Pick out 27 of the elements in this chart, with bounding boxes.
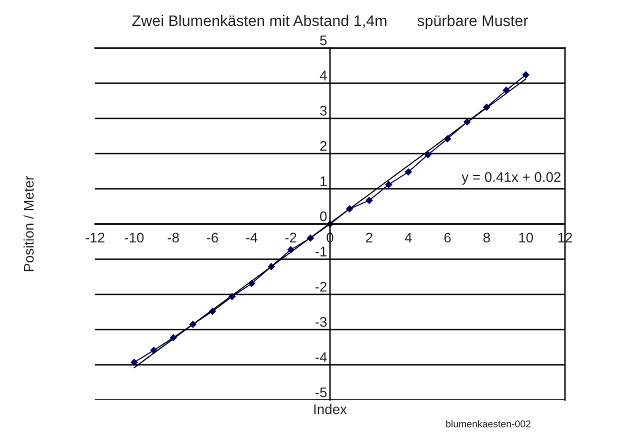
x-tick-label: -6 <box>206 232 218 243</box>
x-tick-label: -8 <box>168 232 179 243</box>
y-tick-label: -5 <box>315 388 327 398</box>
y-tick-label: -1 <box>315 246 327 256</box>
x-tick-label: 8 <box>483 232 490 243</box>
y-tick-label: 2 <box>320 141 327 151</box>
y-tick-label: -4 <box>315 352 327 362</box>
y-tick-label: 5 <box>320 36 327 46</box>
x-tick-label: -4 <box>246 232 258 242</box>
annotation: y = 0.41x + 0.02 <box>462 172 561 185</box>
x-tick-label: 4 <box>404 232 412 242</box>
y-tick-label: 3 <box>320 106 327 116</box>
chart-title: Zwei Blumenkästen mit Abstand 1,4m spürbare Muster <box>132 14 528 30</box>
y-tick-label: -2 <box>315 282 327 292</box>
y-tick-label: 1 <box>320 176 327 186</box>
x-tick-label: 6 <box>444 232 451 243</box>
y-tick-label: -3 <box>315 317 327 327</box>
y-axis-title: Position / Meter <box>24 176 34 272</box>
x-tick-label: 10 <box>519 232 534 243</box>
y-tick-label: 0 <box>320 211 327 222</box>
x-tick-label: 2 <box>366 232 372 242</box>
x-tick-label: -12 <box>86 232 104 242</box>
text: blumenkaesten-002 <box>446 420 530 428</box>
x-tick-label: -10 <box>124 232 144 243</box>
x-tick-label: -2 <box>285 232 296 242</box>
y-tick-label: 4 <box>320 70 327 80</box>
x-axis-title: Index <box>314 404 347 414</box>
